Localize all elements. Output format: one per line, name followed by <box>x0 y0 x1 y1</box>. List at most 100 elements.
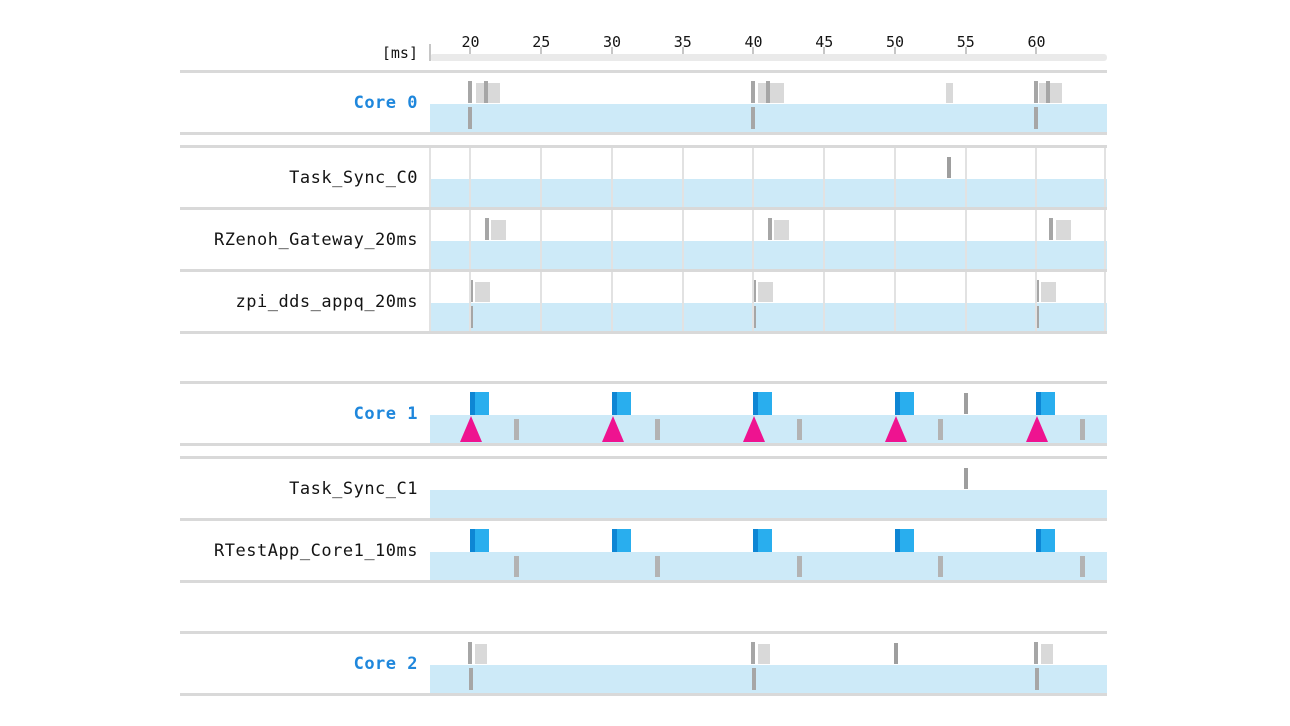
row-separator <box>180 443 1107 446</box>
band-tick-mark[interactable] <box>655 556 660 577</box>
row-activity-band[interactable] <box>430 490 1107 518</box>
band-event-tick-mark[interactable] <box>469 306 473 328</box>
activation-flag-icon[interactable] <box>895 392 914 415</box>
exec-start-mark[interactable] <box>1035 280 1039 302</box>
event-tick-mark[interactable] <box>964 468 968 489</box>
exec-duration-mark[interactable] <box>758 282 773 302</box>
exec-start-mark[interactable] <box>1049 218 1053 240</box>
band-tick-mark[interactable] <box>514 419 519 440</box>
row-label-core-2[interactable]: Core 2 <box>353 654 418 674</box>
band-tick-mark[interactable] <box>797 419 802 440</box>
activation-flag-body <box>900 529 914 552</box>
exec-duration-mark[interactable] <box>774 220 789 240</box>
activation-flag-pole <box>895 529 900 552</box>
row-activity-band[interactable] <box>430 415 1107 443</box>
gridline <box>611 272 613 331</box>
activation-flag-icon[interactable] <box>612 392 631 415</box>
row-label-task-sync-c0[interactable]: Task_Sync_C0 <box>289 168 418 188</box>
band-tick-mark[interactable] <box>938 419 943 440</box>
row-label-task-sync-c1[interactable]: Task_Sync_C1 <box>289 479 418 499</box>
activation-flag-icon[interactable] <box>1036 529 1055 552</box>
exec-start-mark[interactable] <box>1046 81 1050 103</box>
exec-duration-mark[interactable] <box>491 220 506 240</box>
gridline <box>752 272 754 331</box>
event-tick-mark[interactable] <box>894 643 898 664</box>
exec-start-mark[interactable] <box>751 81 755 103</box>
exec-duration-mark[interactable] <box>1039 83 1062 103</box>
band-tick-mark[interactable] <box>1080 556 1085 577</box>
exec-start-mark[interactable] <box>484 81 488 103</box>
exec-start-mark[interactable] <box>768 218 772 240</box>
deadline-marker-icon[interactable] <box>460 416 482 442</box>
exec-start-mark[interactable] <box>752 280 756 302</box>
row-label-rtestapp-core1-10ms[interactable]: RTestApp_Core1_10ms <box>214 541 418 561</box>
gridline <box>429 148 431 207</box>
row-label-core-0[interactable]: Core 0 <box>353 93 418 113</box>
deadline-marker-icon[interactable] <box>1026 416 1048 442</box>
band-event-tick-mark[interactable] <box>1035 306 1039 328</box>
exec-start-mark[interactable] <box>751 642 755 664</box>
gridline <box>1035 148 1037 207</box>
deadline-marker-icon[interactable] <box>743 416 765 442</box>
row-activity-band[interactable] <box>430 552 1107 580</box>
exec-start-mark[interactable] <box>766 81 770 103</box>
exec-duration-mark[interactable] <box>1041 282 1056 302</box>
row-separator <box>180 132 1107 135</box>
band-event-tick-mark[interactable] <box>1035 668 1039 690</box>
exec-duration-mark[interactable] <box>758 83 784 103</box>
row-activity-band[interactable] <box>430 665 1107 693</box>
exec-start-mark[interactable] <box>1034 81 1038 103</box>
activation-flag-pole <box>612 392 617 415</box>
band-tick-mark[interactable] <box>938 556 943 577</box>
exec-start-mark[interactable] <box>468 81 472 103</box>
exec-duration-mark[interactable] <box>758 644 770 664</box>
band-event-tick-mark[interactable] <box>751 107 755 129</box>
deadline-marker-icon[interactable] <box>885 416 907 442</box>
exec-duration-mark[interactable] <box>476 83 500 103</box>
activation-flag-icon[interactable] <box>753 529 772 552</box>
row-activity-band[interactable] <box>430 104 1107 132</box>
exec-start-mark[interactable] <box>469 280 473 302</box>
event-tick-mark[interactable] <box>947 157 951 178</box>
event-tick-mark[interactable] <box>964 393 968 414</box>
activation-flag-icon[interactable] <box>470 529 489 552</box>
activation-flag-pole <box>753 392 758 415</box>
band-tick-mark[interactable] <box>514 556 519 577</box>
exec-duration-mark[interactable] <box>475 644 487 664</box>
event-tick-light-mark[interactable] <box>946 83 953 103</box>
row-activity-band[interactable] <box>430 241 1107 269</box>
row-label-zpi-dds-appq-20ms[interactable]: zpi_dds_appq_20ms <box>235 292 418 312</box>
band-event-tick-mark[interactable] <box>752 306 756 328</box>
activation-flag-icon[interactable] <box>470 392 489 415</box>
activation-flag-body <box>475 529 489 552</box>
row-label-core-1[interactable]: Core 1 <box>353 404 418 424</box>
activation-flag-icon[interactable] <box>753 392 772 415</box>
exec-duration-mark[interactable] <box>475 282 490 302</box>
band-event-tick-mark[interactable] <box>752 668 756 690</box>
activation-flag-icon[interactable] <box>612 529 631 552</box>
exec-duration-mark[interactable] <box>1041 644 1053 664</box>
time-axis-tick-label: 55 <box>956 33 975 51</box>
exec-duration-mark[interactable] <box>1056 220 1071 240</box>
band-tick-mark[interactable] <box>1080 419 1085 440</box>
activation-flag-pole <box>612 529 617 552</box>
band-event-tick-mark[interactable] <box>1034 107 1038 129</box>
band-event-tick-mark[interactable] <box>469 668 473 690</box>
gridline <box>965 272 967 331</box>
row-activity-band[interactable] <box>430 179 1107 207</box>
band-tick-mark[interactable] <box>655 419 660 440</box>
exec-start-mark[interactable] <box>1034 642 1038 664</box>
row-activity-band[interactable] <box>430 303 1107 331</box>
activation-flag-icon[interactable] <box>1036 392 1055 415</box>
band-event-tick-mark[interactable] <box>468 107 472 129</box>
activation-flag-body <box>758 392 772 415</box>
gridline <box>894 148 896 207</box>
exec-start-mark[interactable] <box>485 218 489 240</box>
gridline <box>469 272 471 331</box>
gridline <box>894 272 896 331</box>
deadline-marker-icon[interactable] <box>602 416 624 442</box>
exec-start-mark[interactable] <box>468 642 472 664</box>
row-label-rzenoh-gateway-20ms[interactable]: RZenoh_Gateway_20ms <box>214 230 418 250</box>
band-tick-mark[interactable] <box>797 556 802 577</box>
activation-flag-icon[interactable] <box>895 529 914 552</box>
